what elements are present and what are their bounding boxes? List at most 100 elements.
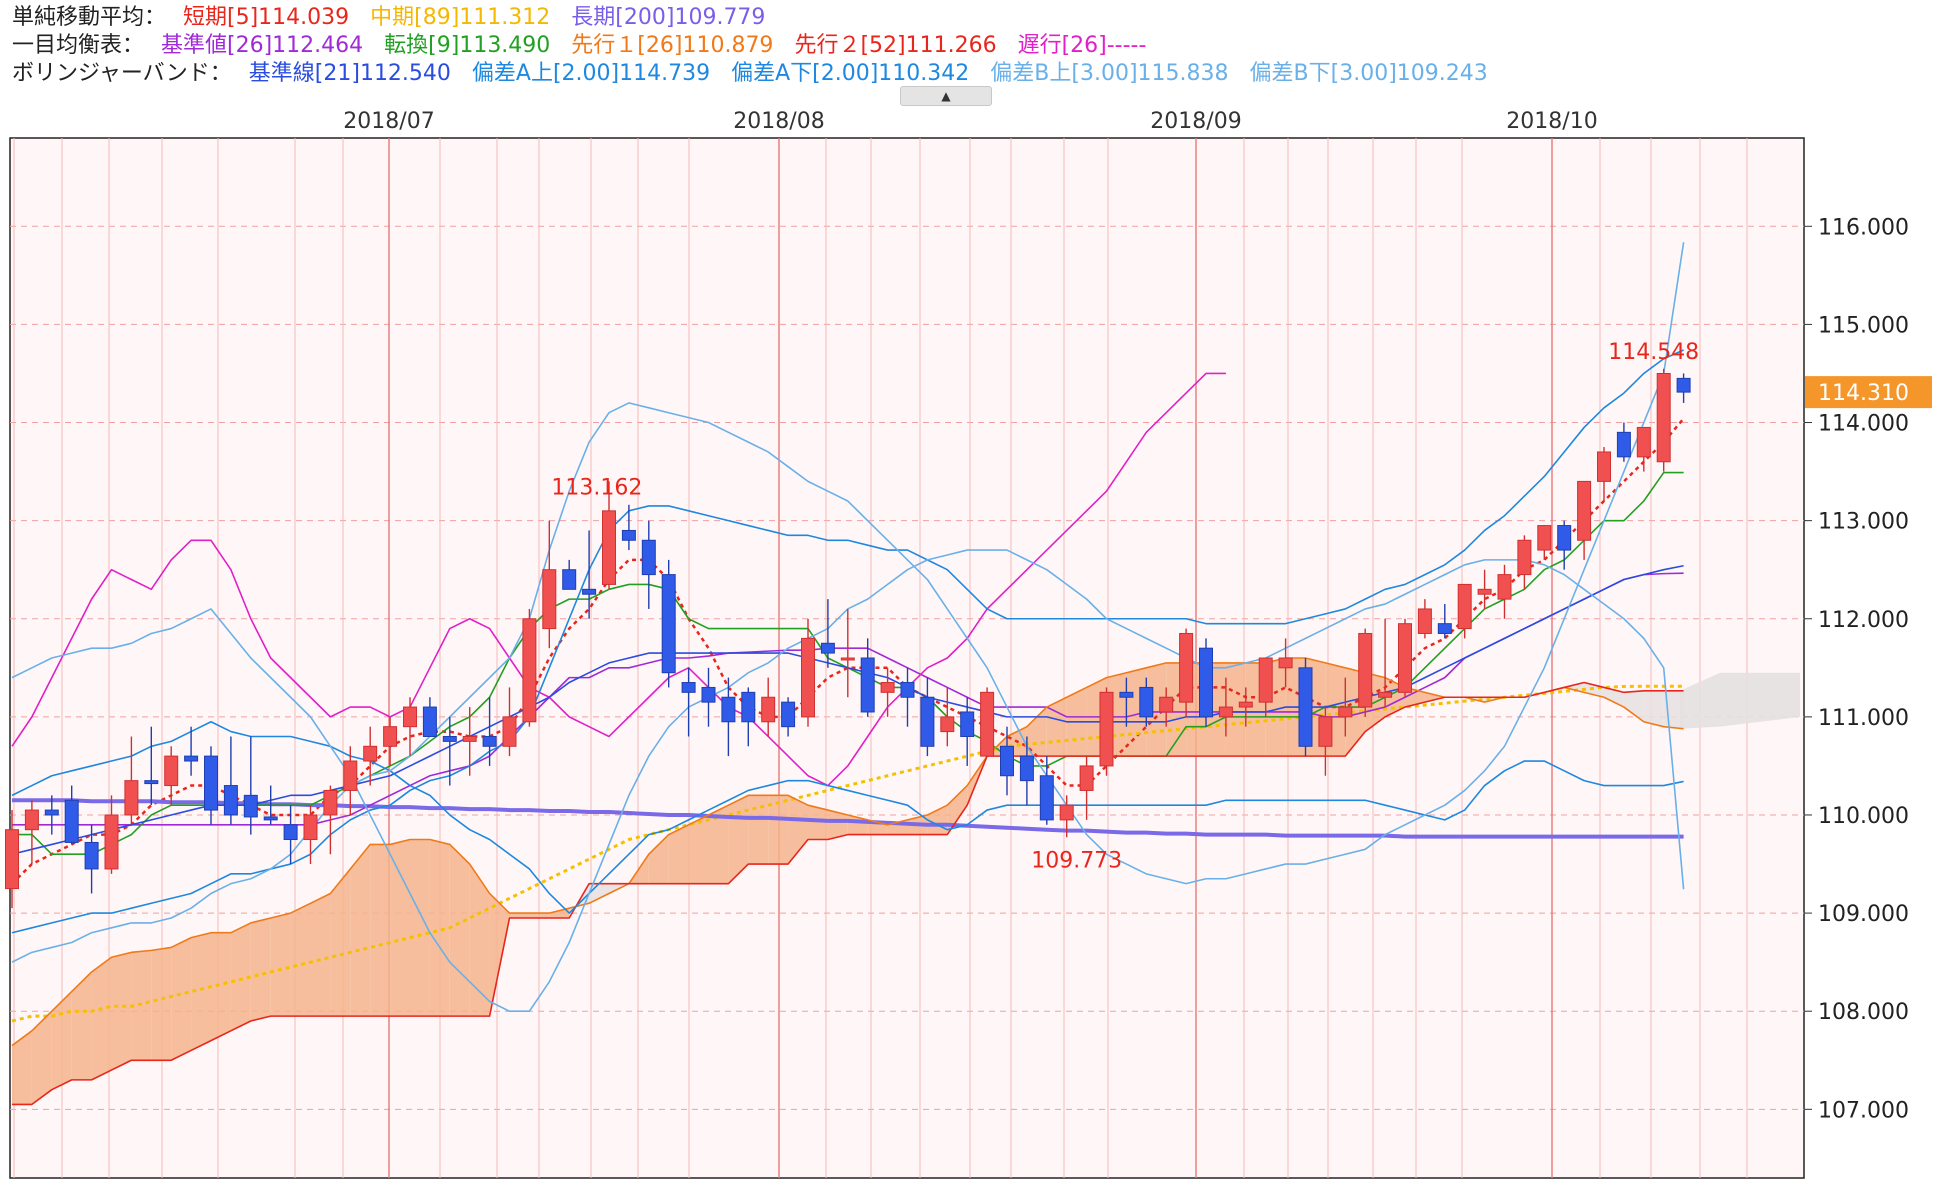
y-tick-label-6: 110.000 — [1818, 804, 1909, 829]
legend-ichimoku-label: 一目均衡表： — [12, 33, 145, 58]
candle — [1656, 368, 1671, 472]
candle-body — [124, 780, 139, 816]
candle-body — [582, 588, 597, 595]
candle-body — [900, 682, 915, 698]
candle-body — [1199, 647, 1213, 718]
ichimoku-cloud-segment-13 — [270, 913, 291, 1017]
candle-body — [1676, 377, 1691, 393]
candle — [1338, 677, 1353, 737]
legend-ichimoku-span1: 先行１[26]110.879 — [571, 33, 774, 58]
triangle-up-icon: ▲ — [941, 89, 951, 103]
collapse-legend-button[interactable]: ▲ — [900, 86, 992, 106]
candle-body — [1457, 583, 1472, 630]
y-tick-label-7: 109.000 — [1818, 902, 1909, 927]
candle-body — [343, 760, 358, 791]
legend-ichimoku-base: 基準値[26]112.464 — [161, 33, 364, 58]
candle-body — [602, 510, 616, 585]
candle-body — [223, 785, 238, 816]
candle-body — [761, 696, 776, 723]
candle-body — [24, 809, 39, 831]
legend-ichimoku-lagging: 遅行[26]----- — [1017, 33, 1147, 58]
candle-body — [542, 569, 557, 630]
candle-body — [1059, 804, 1074, 821]
candle — [980, 687, 995, 757]
candle — [482, 697, 497, 766]
legend-sma-label: 単純移動平均： — [12, 5, 167, 30]
ichimoku-cloud-segment-41 — [827, 810, 848, 840]
candle-body — [1159, 696, 1174, 713]
candle — [621, 504, 636, 551]
candle — [1616, 422, 1631, 462]
candle — [602, 481, 616, 590]
ichimoku-cloud-segment-57 — [1146, 662, 1167, 757]
legend-sma-row: 単純移動平均： 短期[5]114.039 中期[89]111.312 長期[20… — [12, 4, 779, 32]
ichimoku-cloud-future-2 — [1720, 672, 1760, 727]
candle-body — [1019, 755, 1034, 782]
x-tick-label-2: 2018/09 — [1150, 109, 1241, 134]
candle-body — [1517, 539, 1532, 576]
candle-body — [980, 691, 995, 757]
candle — [641, 520, 656, 609]
candle-body — [840, 657, 855, 661]
candle — [204, 746, 218, 825]
candle-body — [64, 799, 79, 843]
candle-body — [1636, 426, 1651, 458]
legend-sma-long: 長期[200]109.779 — [571, 5, 766, 30]
candle — [124, 736, 139, 825]
candle — [164, 746, 179, 806]
candle-body — [681, 682, 696, 693]
ichimoku-cloud-segment-17 — [350, 844, 371, 1017]
candle-body — [1656, 372, 1671, 463]
candle — [1676, 373, 1691, 403]
candle-body — [5, 829, 19, 890]
legend-sma-mid: 中期[89]111.312 — [370, 5, 551, 30]
candle-body — [1099, 691, 1114, 767]
candle-body — [84, 841, 99, 870]
ichimoku-cloud-segment-71 — [1424, 692, 1445, 703]
candle — [900, 667, 915, 727]
candlestick-chart[interactable]: 2018/07 2018/08 2018/09 2018/10 116.000 115.… — [0, 106, 1936, 1186]
candle — [243, 736, 258, 835]
legend-ichimoku-span2: 先行２[52]111.266 — [794, 33, 997, 58]
ichimoku-cloud-segment-39 — [788, 795, 808, 865]
candle-body — [1616, 431, 1631, 458]
candle-body — [184, 755, 199, 762]
candle — [403, 697, 417, 757]
candle — [502, 687, 517, 757]
candle — [840, 608, 855, 698]
candle-body — [1218, 706, 1233, 718]
candle-body — [104, 814, 119, 870]
candle-body — [562, 569, 577, 590]
candle — [1099, 687, 1114, 776]
candle — [960, 697, 975, 766]
candle — [1298, 658, 1313, 757]
ichimoku-cloud-segment-7 — [151, 947, 172, 1061]
high-annotation-2: 114.548 — [1608, 340, 1699, 365]
candle-body — [204, 755, 218, 811]
chart-area[interactable]: 2018/07 2018/08 2018/09 2018/10 116.000 115.… — [0, 106, 1936, 1186]
candle — [1437, 604, 1452, 639]
candle — [880, 667, 895, 717]
legend-bollinger-mid: 基準線[21]112.540 — [248, 61, 451, 86]
sma-long-line — [12, 798, 1684, 839]
candle-body — [1298, 667, 1313, 747]
legend-ichimoku-row: 一目均衡表： 基準値[26]112.464 転換[9]113.490 先行１[2… — [12, 32, 1160, 60]
candle-body — [1119, 691, 1134, 698]
candle-body — [442, 735, 457, 742]
candle — [104, 795, 119, 874]
candle — [64, 785, 79, 845]
candle — [1159, 687, 1174, 727]
candle — [442, 716, 457, 786]
candle-body — [801, 637, 815, 718]
candle-body — [781, 701, 796, 728]
candle — [860, 638, 875, 717]
candle-body — [920, 696, 935, 747]
candle — [562, 559, 577, 590]
y-tick-label-0: 116.000 — [1818, 215, 1909, 240]
candle — [1597, 447, 1611, 502]
candle — [801, 618, 815, 727]
low-annotation-1: 109.773 — [1031, 848, 1122, 873]
high-annotation-1: 113.162 — [551, 476, 642, 501]
ichimoku-cloud-segment-16 — [330, 868, 351, 1017]
candle-body — [303, 814, 318, 841]
